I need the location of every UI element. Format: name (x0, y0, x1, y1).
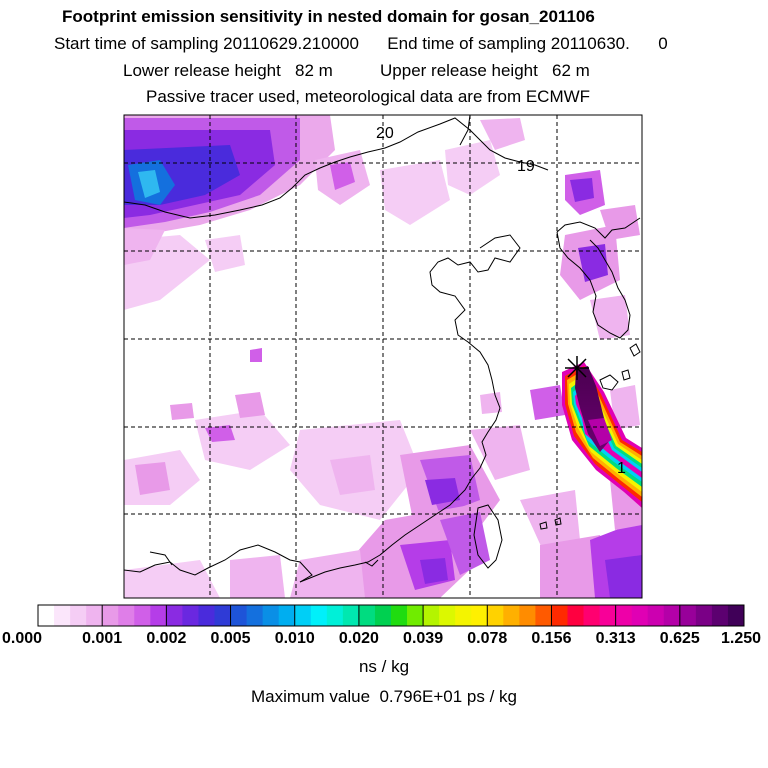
colorbar-swatch (358, 605, 376, 626)
colorbar-tick-label: 0.020 (338, 630, 379, 647)
colorbar-swatch (535, 605, 552, 626)
colorbar-swatch (134, 605, 151, 626)
colorbar-swatch (711, 605, 729, 626)
colorbar-swatch (583, 605, 600, 626)
colorbar-tick-label: 0.000 (1, 630, 43, 647)
colorbar-swatch (374, 605, 392, 626)
colorbar-swatch (663, 605, 681, 626)
trajectory-label-1: 1 (617, 460, 626, 477)
colorbar-unit: ns / kg (358, 657, 410, 676)
colorbar-swatch (503, 605, 520, 626)
colorbar-swatch (647, 605, 665, 626)
colorbar-swatch (150, 605, 167, 626)
colorbar-tick-label: 0.313 (595, 630, 636, 647)
colorbar-swatch (166, 605, 183, 626)
colorbar-swatch (246, 605, 264, 626)
colorbar-swatch (599, 605, 617, 626)
colorbar-tick-label: 0.156 (531, 630, 572, 647)
colorbar-swatch (551, 605, 568, 626)
colorbar-swatch (487, 605, 504, 626)
colorbar-swatch (38, 605, 55, 626)
colorbar-tick-label: 0.010 (274, 630, 315, 647)
colorbar-swatch (439, 605, 456, 626)
colorbar-swatch (679, 605, 697, 626)
receptor-marker (565, 356, 589, 380)
tracer-info-line: Passive tracer used, meteorological data… (146, 87, 591, 106)
colorbar-tick-label: 0.001 (82, 630, 123, 647)
colorbar-swatch (198, 605, 215, 626)
colorbar-swatch (214, 605, 231, 626)
colorbar-swatch (86, 605, 103, 626)
colorbar-swatch (70, 605, 87, 626)
colorbar-swatch (54, 605, 71, 626)
colorbar-swatch (230, 605, 247, 626)
colorbar-tick-label: 1.250 (720, 630, 762, 647)
colorbar-swatch (631, 605, 649, 626)
colorbar-swatch (567, 605, 584, 626)
colorbar-swatch (407, 605, 424, 626)
colorbar-swatch (519, 605, 536, 626)
colorbar-swatch (615, 605, 633, 626)
colorbar-swatch (342, 605, 360, 626)
trajectory-label-19: 19 (517, 158, 535, 175)
colorbar-swatch (391, 605, 408, 626)
colorbar-swatch (326, 605, 344, 626)
colorbar-swatch (310, 605, 328, 626)
colorbar-swatch (727, 605, 745, 626)
map-title: Footprint emission sensitivity in nested… (62, 7, 595, 26)
colorbar-frame (37, 604, 745, 627)
grid-lines (124, 115, 642, 598)
sampling-time-line: Start time of sampling 20110629.210000 E… (54, 34, 668, 53)
colorbar-tick-label: 0.005 (210, 630, 251, 647)
trajectory-label-20: 20 (376, 125, 394, 142)
colorbar-swatch (182, 605, 199, 626)
colorbar-swatch (695, 605, 713, 626)
maximum-value-text: Maximum value 0.796E+01 ps / kg (251, 687, 517, 706)
colorbar-swatch (423, 605, 440, 626)
colorbar (37, 604, 745, 627)
colorbar-swatch (278, 605, 296, 626)
colorbar-tick-label: 0.078 (467, 630, 508, 647)
colorbar-tick-label: 0.039 (403, 630, 444, 647)
colorbar-swatch (262, 605, 280, 626)
colorbar-swatch (294, 605, 312, 626)
release-height-line: Lower release height 82 m Upper release … (123, 61, 590, 80)
colorbar-swatch (455, 605, 472, 626)
colorbar-swatch (102, 605, 119, 626)
map-frame (123, 114, 643, 599)
colorbar-tick-label: 0.625 (659, 630, 700, 647)
colorbar-tick-label: 0.002 (146, 630, 187, 647)
coastlines (124, 115, 641, 583)
colorbar-swatch (118, 605, 135, 626)
colorbar-swatch (471, 605, 488, 626)
